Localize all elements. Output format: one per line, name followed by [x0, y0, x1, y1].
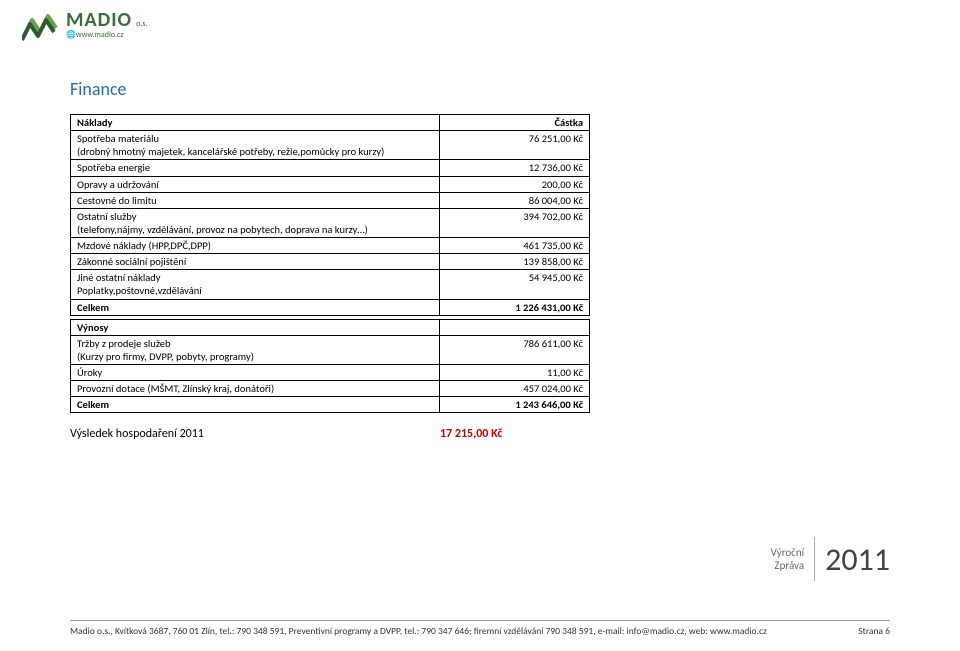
brand-logo: MADIOo.s. 🌐 www.madio.cz: [22, 6, 147, 42]
table-row: Cestovné do limitu86 004,00 Kč: [71, 192, 590, 208]
sidebox-label: Výroční Zpráva: [771, 546, 804, 572]
row-label: Celkem: [71, 397, 440, 413]
table-row: Spotřeba energie12 736,00 Kč: [71, 160, 590, 176]
row-amount: 139 858,00 Kč: [440, 254, 590, 270]
table-row: Tržby z prodeje služeb(Kurzy pro firmy, …: [71, 335, 590, 364]
page-title: Finance: [70, 78, 890, 100]
logo-mark-icon: [22, 6, 62, 42]
row-label: Výnosy: [71, 319, 440, 335]
footer-text: Madio o.s., Kvítková 3687, 760 01 Zlín, …: [70, 625, 767, 637]
table-row: Úroky11,00 Kč: [71, 365, 590, 381]
row-amount: 1 226 431,00 Kč: [440, 299, 590, 315]
table-row: Spotřeba materiálu(drobný hmotný majetek…: [71, 131, 590, 160]
row-label: Úroky: [71, 365, 440, 381]
row-amount: [440, 319, 590, 335]
table-row: NákladyČástka: [71, 115, 590, 131]
row-label: Provozní dotace (MŠMT, Zlínský kraj, don…: [71, 381, 440, 397]
finance-table: NákladyČástkaSpotřeba materiálu(drobný h…: [70, 114, 590, 413]
row-label: Cestovné do limitu: [71, 192, 440, 208]
row-label: Celkem: [71, 299, 440, 315]
table-row: Provozní dotace (MŠMT, Zlínský kraj, don…: [71, 381, 590, 397]
table-row: Opravy a udržování200,00 Kč: [71, 176, 590, 192]
row-label: Spotřeba energie: [71, 160, 440, 176]
row-amount: Částka: [440, 115, 590, 131]
row-label: Tržby z prodeje služeb(Kurzy pro firmy, …: [71, 335, 440, 364]
row-amount: 457 024,00 Kč: [440, 381, 590, 397]
row-label: Zákonné sociální pojištění: [71, 254, 440, 270]
table-row: Ostatní služby(telefony,nájmy, vzděláván…: [71, 208, 590, 237]
sidebox-divider: [814, 537, 815, 581]
sidebox-year: 2011: [825, 540, 890, 579]
year-sidebox: Výroční Zpráva 2011: [771, 537, 890, 581]
row-label: Ostatní služby(telefony,nájmy, vzděláván…: [71, 208, 440, 237]
table-row: Celkem1 226 431,00 Kč: [71, 299, 590, 315]
result-value: 17 215,00 Kč: [440, 427, 502, 441]
table-row: Mzdové náklady (HPP,DPČ,DPP)461 735,00 K…: [71, 238, 590, 254]
sidebox-line1: Výroční: [771, 546, 804, 559]
row-amount: 86 004,00 Kč: [440, 192, 590, 208]
row-label: Opravy a udržování: [71, 176, 440, 192]
row-amount: 12 736,00 Kč: [440, 160, 590, 176]
row-amount: 200,00 Kč: [440, 176, 590, 192]
footer-page: Strana 6: [858, 625, 890, 637]
row-label: Spotřeba materiálu(drobný hmotný majetek…: [71, 131, 440, 160]
table-row: Zákonné sociální pojištění139 858,00 Kč: [71, 254, 590, 270]
result-row: Výsledek hospodaření 2011 17 215,00 Kč: [70, 427, 890, 441]
table-row: Celkem1 243 646,00 Kč: [71, 397, 590, 413]
sidebox-line2: Zpráva: [771, 559, 804, 572]
row-amount: 1 243 646,00 Kč: [440, 397, 590, 413]
row-amount: 786 611,00 Kč: [440, 335, 590, 364]
logo-url: www.madio.cz: [76, 30, 124, 40]
table-row: Jiné ostatní nákladyPoplatky,poštovné,vz…: [71, 270, 590, 299]
result-label: Výsledek hospodaření 2011: [70, 427, 440, 441]
row-amount: 54 945,00 Kč: [440, 270, 590, 299]
page-footer: Madio o.s., Kvítková 3687, 760 01 Zlín, …: [70, 620, 890, 637]
row-amount: 394 702,00 Kč: [440, 208, 590, 237]
page-content: Finance NákladyČástkaSpotřeba materiálu(…: [70, 78, 890, 441]
row-label: Náklady: [71, 115, 440, 131]
row-amount: 76 251,00 Kč: [440, 131, 590, 160]
row-amount: 11,00 Kč: [440, 365, 590, 381]
table-row: Výnosy: [71, 319, 590, 335]
row-label: Jiné ostatní nákladyPoplatky,poštovné,vz…: [71, 270, 440, 299]
row-label: Mzdové náklady (HPP,DPČ,DPP): [71, 238, 440, 254]
logo-brand: MADIO: [66, 8, 132, 32]
logo-suffix: o.s.: [136, 19, 147, 29]
row-amount: 461 735,00 Kč: [440, 238, 590, 254]
